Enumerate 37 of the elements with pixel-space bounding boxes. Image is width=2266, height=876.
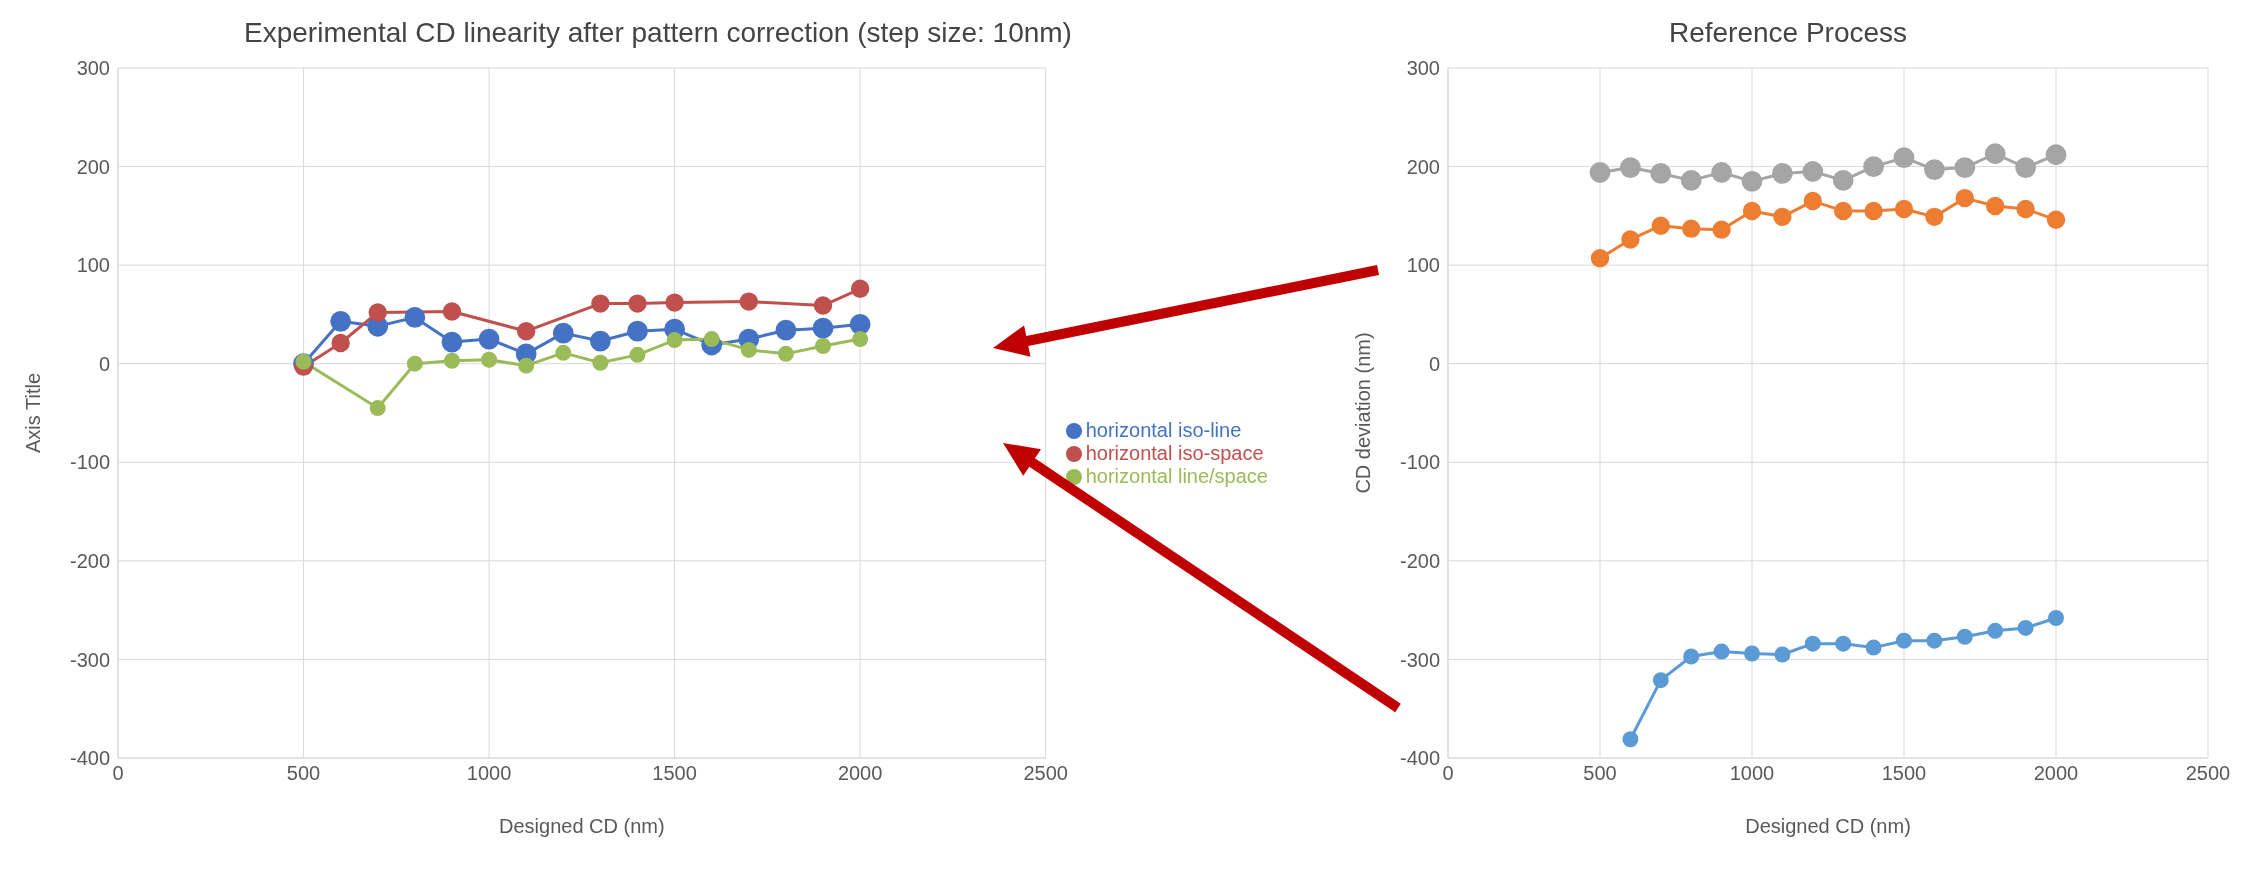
y-tick-label: -200	[1399, 549, 1440, 572]
x-tick-label: 0	[1442, 762, 1454, 785]
legend-label: horizontal line/space	[1085, 464, 1268, 487]
y-tick-label: -400	[69, 747, 110, 770]
legend-label: horizontal iso-line	[1085, 418, 1242, 441]
y-tick-label: -100	[69, 451, 110, 474]
x-tick-label: 2500	[2185, 762, 2231, 785]
y-tick-label: -300	[69, 648, 110, 671]
y-tick-label: 0	[98, 352, 110, 375]
y-tick-label: 0	[1428, 352, 1440, 375]
y-tick-label: 100	[76, 254, 110, 277]
y-tick-label: -200	[69, 549, 110, 572]
legend-label: horizontal iso-space	[1085, 441, 1264, 464]
chart-title: Reference Process	[1667, 16, 1909, 50]
x-tick-label: 500	[1583, 762, 1617, 785]
x-axis-title: Designed CD (nm)	[499, 815, 665, 837]
y-axis-title: Axis Title	[22, 372, 45, 454]
y-tick-label: -400	[1399, 747, 1440, 770]
y-tick-label: -100	[1399, 451, 1440, 474]
x-tick-label: 1500	[652, 762, 697, 785]
x-axis-title: Designed CD (nm)	[1745, 815, 1911, 837]
x-tick-label: 2000	[837, 762, 883, 785]
y-tick-label: 200	[1406, 155, 1440, 178]
y-tick-label: 300	[1406, 57, 1440, 80]
x-tick-label: 1500	[1881, 762, 1927, 785]
chart-title: Experimental CD linearity after pattern correction (step size: 10nm)	[243, 16, 1073, 50]
x-tick-label: 2500	[1023, 762, 1068, 785]
y-axis-title: CD deviation (nm)	[1352, 332, 1375, 494]
x-tick-label: 0	[112, 762, 124, 785]
y-tick-label: 300	[76, 57, 110, 80]
x-tick-label: 500	[286, 762, 321, 785]
y-tick-label: 200	[76, 155, 110, 178]
y-tick-label: 100	[1406, 254, 1440, 277]
x-tick-label: 1000	[466, 762, 512, 785]
y-tick-label: -300	[1399, 648, 1440, 671]
x-tick-label: 1000	[1729, 762, 1775, 785]
x-tick-label: 2000	[2033, 762, 2079, 785]
